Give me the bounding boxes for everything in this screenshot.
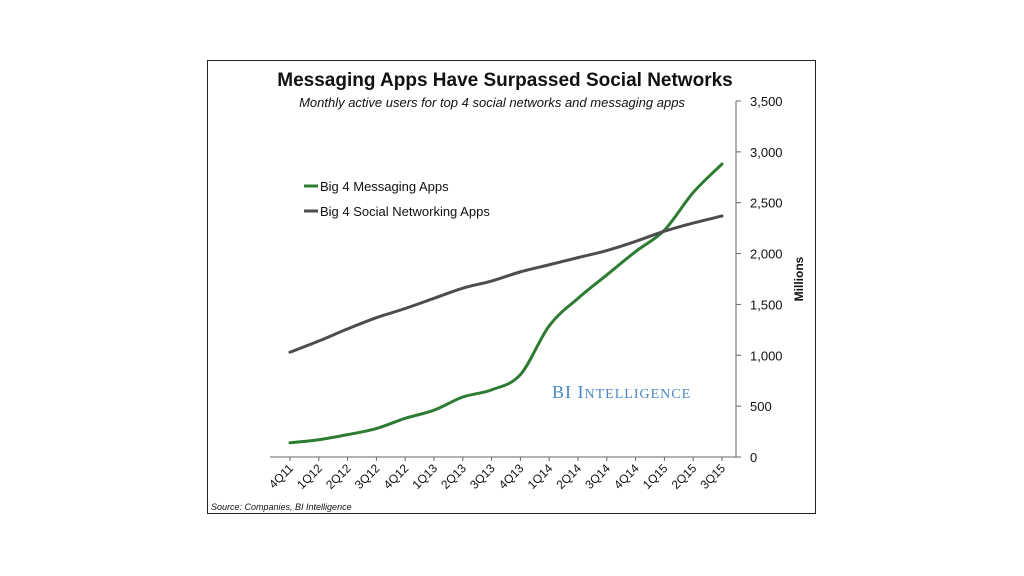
x-tick-label: 2Q15 xyxy=(669,461,700,492)
x-tick-label: 1Q13 xyxy=(409,461,440,492)
y-tick-label: 2,500 xyxy=(750,196,783,211)
x-tick-label: 4Q13 xyxy=(496,461,527,492)
chart-subtitle: Monthly active users for top 4 social ne… xyxy=(299,95,685,110)
legend-label-messaging: Big 4 Messaging Apps xyxy=(320,179,449,194)
bi-intelligence-logo: BI INTELLIGENCE xyxy=(552,382,691,402)
chart-title: Messaging Apps Have Surpassed Social Net… xyxy=(277,70,732,91)
y-tick-label: 0 xyxy=(750,450,757,465)
source-note: Source: Companies, BI Intelligence xyxy=(211,502,352,512)
x-tick-label: 4Q11 xyxy=(266,461,296,491)
x-axis-ticks: 4Q111Q122Q123Q124Q121Q132Q133Q134Q131Q14… xyxy=(266,457,728,492)
x-tick-label: 4Q14 xyxy=(611,461,642,492)
x-tick-label: 3Q15 xyxy=(697,461,728,492)
x-tick-label: 3Q13 xyxy=(467,461,498,492)
x-tick-label: 3Q14 xyxy=(582,461,613,492)
y-tick-label: 500 xyxy=(750,399,772,414)
y-tick-label: 2,000 xyxy=(750,247,783,262)
series-line-messaging xyxy=(288,162,724,445)
x-tick-label: 2Q13 xyxy=(438,461,469,492)
x-tick-label: 4Q12 xyxy=(381,461,412,492)
series-line-social xyxy=(288,214,724,354)
x-tick-label: 2Q14 xyxy=(553,461,584,492)
y-axis: 0 500 1,000 1,500 2,000 2,500 3,000 3,500 xyxy=(270,94,783,465)
x-tick-label: 1Q12 xyxy=(294,461,325,492)
legend-label-social: Big 4 Social Networking Apps xyxy=(320,204,490,219)
legend: Big 4 Messaging Apps Big 4 Social Networ… xyxy=(304,179,490,219)
y-tick-label: 1,500 xyxy=(750,297,783,312)
y-tick-label: 3,500 xyxy=(750,94,783,109)
watermark-text: BI INTELLIGENCE xyxy=(552,382,691,402)
y-axis-label: Millions xyxy=(792,256,806,301)
y-tick-label: 1,000 xyxy=(750,348,783,363)
x-tick-label: 1Q15 xyxy=(640,461,671,492)
x-tick-label: 3Q12 xyxy=(352,461,383,492)
chart-frame xyxy=(207,60,816,514)
x-tick-label: 2Q12 xyxy=(323,461,354,492)
y-tick-label: 3,000 xyxy=(750,145,783,160)
x-tick-label: 1Q14 xyxy=(525,461,556,492)
series-lines xyxy=(288,162,724,445)
